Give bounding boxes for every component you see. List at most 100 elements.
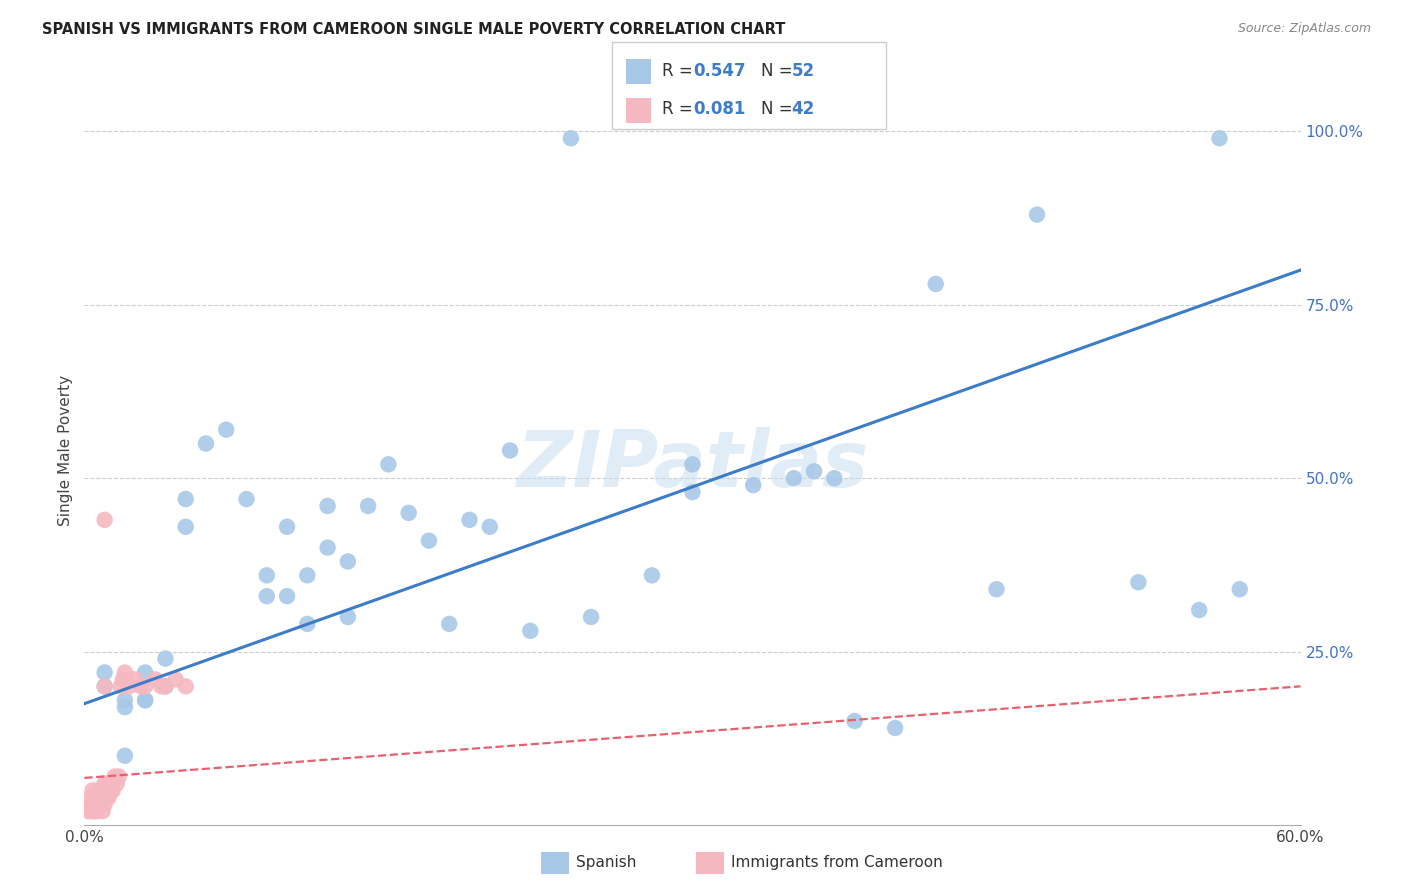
Point bbox=[418, 533, 440, 548]
Point bbox=[134, 693, 156, 707]
Point bbox=[458, 513, 481, 527]
Point bbox=[82, 804, 104, 818]
Point bbox=[641, 568, 664, 582]
Text: N =: N = bbox=[761, 62, 797, 79]
Point bbox=[155, 651, 177, 665]
Point bbox=[560, 131, 582, 145]
Point bbox=[104, 770, 127, 784]
Point bbox=[86, 804, 108, 818]
Point bbox=[783, 471, 806, 485]
Point bbox=[478, 520, 501, 534]
Point bbox=[439, 616, 461, 631]
Point bbox=[114, 693, 136, 707]
Point bbox=[134, 679, 156, 693]
Point bbox=[101, 783, 124, 797]
Point bbox=[174, 491, 197, 506]
Point bbox=[398, 506, 420, 520]
Text: 0.547: 0.547 bbox=[693, 62, 745, 79]
Point bbox=[256, 589, 278, 603]
Point bbox=[174, 520, 197, 534]
Point bbox=[377, 458, 399, 472]
Point bbox=[519, 624, 541, 638]
Point bbox=[93, 679, 115, 693]
Point bbox=[93, 776, 115, 790]
Point bbox=[316, 499, 339, 513]
Text: N =: N = bbox=[761, 100, 797, 118]
Point bbox=[742, 478, 765, 492]
Point bbox=[823, 471, 845, 485]
Text: SPANISH VS IMMIGRANTS FROM CAMEROON SINGLE MALE POVERTY CORRELATION CHART: SPANISH VS IMMIGRANTS FROM CAMEROON SING… bbox=[42, 22, 786, 37]
Point bbox=[235, 491, 257, 506]
Point bbox=[256, 568, 278, 582]
Point bbox=[91, 783, 114, 797]
Point bbox=[79, 790, 101, 805]
Point bbox=[83, 790, 105, 805]
Text: ZIPatlas: ZIPatlas bbox=[516, 427, 869, 503]
Point bbox=[124, 673, 146, 687]
Point bbox=[134, 665, 156, 680]
Point bbox=[114, 748, 136, 763]
Point bbox=[79, 797, 101, 812]
Point bbox=[143, 673, 166, 687]
Point bbox=[150, 679, 173, 693]
Point bbox=[1229, 582, 1251, 597]
Point bbox=[174, 679, 197, 693]
Point bbox=[91, 804, 114, 818]
Point bbox=[90, 790, 112, 805]
Point bbox=[93, 513, 115, 527]
Point bbox=[215, 423, 238, 437]
Point bbox=[93, 679, 115, 693]
Point bbox=[83, 797, 105, 812]
Point bbox=[93, 790, 115, 805]
Point bbox=[1208, 131, 1230, 145]
Point bbox=[118, 679, 141, 693]
Point bbox=[110, 679, 132, 693]
Point bbox=[155, 679, 177, 693]
Point bbox=[93, 665, 115, 680]
Point bbox=[1026, 208, 1049, 222]
Text: R =: R = bbox=[662, 62, 699, 79]
Point bbox=[82, 783, 104, 797]
Text: Immigrants from Cameroon: Immigrants from Cameroon bbox=[731, 855, 943, 870]
Point bbox=[297, 616, 319, 631]
Point bbox=[844, 714, 866, 728]
Point bbox=[96, 783, 118, 797]
Text: Spanish: Spanish bbox=[576, 855, 637, 870]
Point bbox=[986, 582, 1008, 597]
Point bbox=[114, 700, 136, 714]
Point bbox=[336, 610, 359, 624]
Point bbox=[114, 665, 136, 680]
Point bbox=[276, 589, 298, 603]
Point bbox=[925, 277, 948, 291]
Point bbox=[357, 499, 380, 513]
Point bbox=[1128, 575, 1150, 590]
Point bbox=[297, 568, 319, 582]
Point bbox=[1188, 603, 1211, 617]
Point bbox=[90, 797, 112, 812]
Point bbox=[105, 776, 128, 790]
Point bbox=[336, 554, 359, 568]
Point bbox=[316, 541, 339, 555]
Text: Source: ZipAtlas.com: Source: ZipAtlas.com bbox=[1237, 22, 1371, 36]
Point bbox=[682, 485, 704, 500]
Point bbox=[97, 790, 120, 805]
Point bbox=[803, 464, 825, 478]
Point bbox=[77, 804, 100, 818]
Point bbox=[108, 770, 131, 784]
Point bbox=[165, 673, 187, 687]
Point bbox=[87, 797, 110, 812]
Point bbox=[87, 783, 110, 797]
Point bbox=[155, 679, 177, 693]
Point bbox=[682, 458, 704, 472]
Point bbox=[499, 443, 522, 458]
Text: 42: 42 bbox=[792, 100, 815, 118]
Point bbox=[884, 721, 907, 735]
Point bbox=[97, 776, 120, 790]
Point bbox=[86, 790, 108, 805]
Point bbox=[276, 520, 298, 534]
Point bbox=[194, 436, 218, 450]
Point bbox=[579, 610, 602, 624]
Point bbox=[83, 804, 105, 818]
Text: 52: 52 bbox=[792, 62, 814, 79]
Text: R =: R = bbox=[662, 100, 699, 118]
